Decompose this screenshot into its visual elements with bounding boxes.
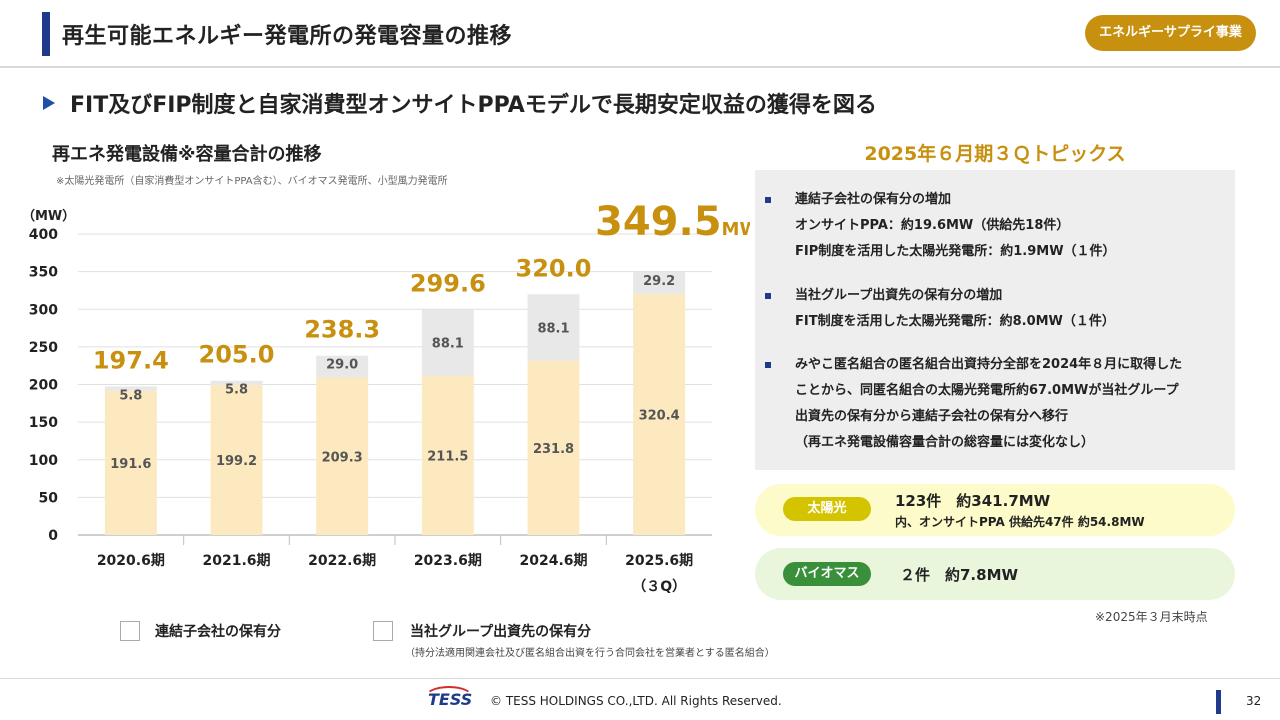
triangle-bullet-icon — [43, 96, 55, 110]
total-label: 299.6 — [410, 270, 486, 298]
subheading: FIT及びFIP制度と自家消費型オンサイトPPAモデルで長期安定収益の獲得を図る — [70, 93, 877, 118]
x-tick-label: 2020.6期 — [97, 553, 165, 569]
y-tick-label: 150 — [29, 415, 58, 431]
topic-text: みやこ匿名組合の匿名組合出資持分全部を2024年８月に取得した ことから、同匿名… — [795, 357, 1183, 450]
x-tick-label: 2025.6期 — [625, 553, 693, 569]
y-axis-unit-label: （MW） — [22, 208, 75, 224]
legend-note: （持分法適用関連会社及び匿名組合出資を行う合同会社を営業者とする匿名組合） — [405, 648, 775, 659]
bar-consolidated — [527, 360, 580, 535]
data-label: 209.3 — [322, 450, 363, 465]
biomass-main-value: ２件 約7.8MW — [900, 566, 1019, 584]
topic-text: 連結子会社の保有分の増加 オンサイトPPA：約19.6MW（供給先18件） FI… — [795, 192, 1116, 259]
copyright-text: © TESS HOLDINGS CO.,LTD. All Rights Rese… — [490, 694, 782, 708]
legend-swatch-consolidated — [120, 621, 140, 641]
logo-swoosh-icon — [424, 686, 474, 710]
data-label: 88.1 — [537, 321, 569, 336]
page-number-bar — [1216, 690, 1221, 714]
topic-item: 当社グループ出資先の保有分の増加 FIT制度を活用した太陽光発電所：約8.0MW… — [765, 283, 1115, 335]
bar-consolidated — [421, 375, 474, 535]
solar-main-value: 123件 約341.7MW — [895, 492, 1051, 510]
y-tick-label: 300 — [29, 302, 58, 318]
data-label: 5.8 — [119, 388, 142, 403]
bar-affiliate — [316, 355, 369, 378]
legend-swatch-affiliate — [373, 621, 393, 641]
y-tick-label: 250 — [29, 340, 58, 356]
page-number: 32 — [1246, 694, 1262, 708]
bar-consolidated — [210, 385, 263, 535]
solar-summary-card: 太陽光 123件 約341.7MW 内、オンサイトPPA 供給先47件 約54.… — [755, 484, 1235, 536]
current-total-unit: MW — [722, 219, 750, 240]
bar-affiliate — [633, 271, 686, 294]
company-logo: TESS — [428, 690, 473, 709]
data-label: 88.1 — [432, 337, 464, 352]
biomass-summary-card: バイオマス ２件 約7.8MW — [755, 548, 1235, 600]
biomass-label: バイオマス — [783, 562, 871, 586]
segment-badge: エネルギーサプライ事業 — [1085, 15, 1256, 51]
total-label: 205.0 — [199, 341, 275, 369]
topic-item: 連結子会社の保有分の増加 オンサイトPPA：約19.6MW（供給先18件） FI… — [765, 187, 1116, 265]
footer-divider — [0, 678, 1280, 679]
data-label: 320.4 — [639, 408, 680, 423]
chart-footnote: ※太陽光発電所（自家消費型オンサイトPPA含む）、バイオマス発電所、小型風力発電… — [56, 176, 448, 187]
header-accent-bar — [42, 12, 50, 56]
y-tick-label: 350 — [29, 265, 58, 281]
x-tick-label: 2024.6期 — [519, 553, 587, 569]
legend-label-consolidated: 連結子会社の保有分 — [155, 624, 281, 640]
solar-label: 太陽光 — [783, 497, 871, 521]
y-tick-label: 50 — [39, 490, 59, 506]
bullet-square-icon — [765, 197, 771, 203]
page-title: 再生可能エネルギー発電所の発電容量の推移 — [62, 24, 513, 49]
as-of-note: ※2025年３月末時点 — [1095, 610, 1208, 624]
topics-title: 2025年６月期３Ｑトピックス — [864, 143, 1126, 165]
data-label: 29.2 — [643, 274, 675, 289]
bar-affiliate — [527, 294, 580, 361]
x-tick-label: 2022.6期 — [308, 553, 376, 569]
data-label: 191.6 — [110, 457, 151, 472]
bar-affiliate — [210, 380, 263, 386]
total-label: 320.0 — [516, 254, 592, 282]
capacity-bar-chart: 0 50 100 150 200 250 300 350 400 191.6 5.8 197.4 202… — [22, 199, 750, 595]
solar-sub-value: 内、オンサイトPPA 供給先47件 約54.8MW — [895, 515, 1145, 529]
bar-consolidated — [316, 377, 369, 535]
data-label: 199.2 — [216, 454, 257, 469]
data-label: 231.8 — [533, 442, 574, 457]
chart-title: 再エネ発電設備※容量合計の推移 — [52, 144, 322, 165]
total-label: 197.4 — [93, 346, 169, 374]
data-label: 29.0 — [326, 358, 358, 373]
x-tick-label: 2021.6期 — [202, 553, 270, 569]
topics-panel: 連結子会社の保有分の増加 オンサイトPPA：約19.6MW（供給先18件） FI… — [755, 170, 1235, 470]
bar-affiliate — [421, 309, 474, 376]
bar-affiliate — [104, 386, 157, 391]
data-label: 5.8 — [225, 383, 248, 398]
legend-label-affiliate: 当社グループ出資先の保有分 — [410, 624, 592, 640]
x-tick-sublabel: （３Q） — [632, 579, 686, 595]
y-tick-label: 100 — [29, 453, 58, 469]
y-tick-label: 200 — [29, 378, 58, 394]
current-total-highlight: 349.5MW — [595, 199, 750, 245]
topic-text: 当社グループ出資先の保有分の増加 FIT制度を活用した太陽光発電所：約8.0MW… — [795, 288, 1115, 329]
x-tick-label: 2023.6期 — [414, 553, 482, 569]
topic-item: みやこ匿名組合の匿名組合出資持分全部を2024年８月に取得した ことから、同匿名… — [765, 352, 1182, 456]
bar-consolidated — [633, 293, 686, 535]
bullet-square-icon — [765, 293, 771, 299]
total-label: 238.3 — [304, 316, 380, 344]
y-tick-label: 400 — [29, 227, 58, 243]
bar-consolidated — [104, 390, 157, 535]
bullet-square-icon — [765, 362, 771, 368]
header-divider — [0, 66, 1280, 68]
data-label: 211.5 — [427, 449, 468, 464]
y-tick-label: 0 — [48, 528, 58, 544]
current-total-value: 349.5 — [595, 199, 722, 245]
